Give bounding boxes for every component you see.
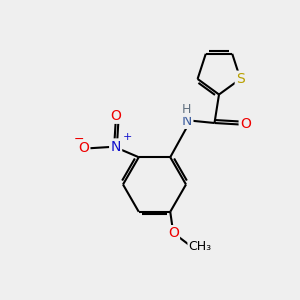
Text: O: O	[78, 141, 89, 155]
Text: −: −	[74, 133, 84, 146]
Text: H: H	[182, 103, 192, 116]
Text: O: O	[168, 226, 179, 240]
Text: O: O	[240, 118, 251, 131]
Text: N: N	[182, 114, 192, 128]
Text: N: N	[110, 140, 121, 154]
Text: +: +	[123, 132, 132, 142]
Text: O: O	[110, 109, 121, 122]
Text: CH₃: CH₃	[189, 240, 212, 254]
Text: S: S	[236, 72, 245, 86]
